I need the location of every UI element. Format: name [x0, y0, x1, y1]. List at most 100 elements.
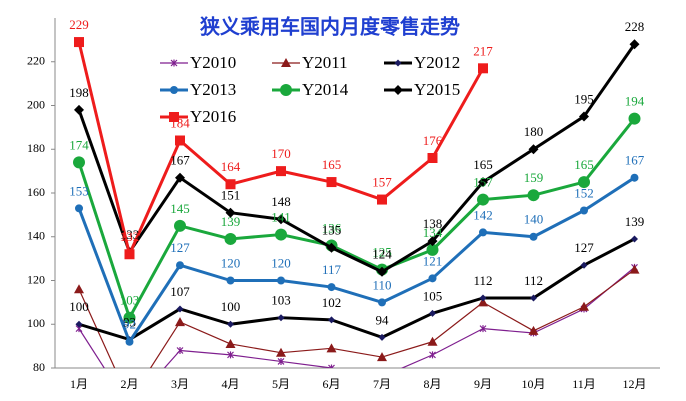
- marker: [580, 261, 588, 269]
- data-label: 176: [423, 133, 443, 148]
- data-label: 145: [170, 201, 190, 216]
- data-label: 139: [625, 214, 645, 229]
- data-label: 153: [69, 183, 89, 198]
- data-label: 229: [69, 17, 89, 32]
- x-tick-label: 9月: [474, 377, 492, 391]
- marker: [428, 274, 437, 283]
- marker: [378, 298, 386, 307]
- marker: [174, 219, 186, 232]
- data-label: 170: [271, 146, 291, 161]
- marker: [276, 347, 286, 357]
- marker: [427, 236, 438, 247]
- data-label: 127: [574, 240, 594, 255]
- data-label: 140: [524, 212, 544, 227]
- marker: [225, 179, 236, 190]
- data-label: 165: [322, 157, 342, 172]
- data-label: 93: [123, 315, 136, 330]
- marker: [176, 305, 184, 313]
- marker: [277, 357, 285, 365]
- series-line: [78, 266, 635, 368]
- x-tick-label: 12月: [622, 377, 646, 391]
- marker: [528, 325, 539, 335]
- data-label: 102: [322, 295, 342, 310]
- marker: [629, 39, 640, 50]
- data-label: 167: [625, 153, 645, 168]
- marker: [530, 294, 537, 302]
- marker: [176, 347, 184, 354]
- marker: [528, 144, 539, 155]
- y-tick-label: 180: [27, 141, 45, 155]
- data-label: 228: [625, 19, 645, 34]
- marker: [176, 261, 184, 270]
- marker: [170, 59, 178, 67]
- data-label: 132: [120, 229, 140, 244]
- data-label: 134: [423, 225, 443, 240]
- data-label: 120: [221, 255, 241, 270]
- marker: [277, 314, 285, 322]
- marker: [478, 177, 488, 188]
- data-label: 194: [625, 94, 645, 109]
- marker: [74, 284, 84, 294]
- x-tick-label: 4月: [221, 377, 239, 391]
- marker: [281, 58, 291, 67]
- data-label: 110: [372, 277, 391, 292]
- data-label: 92: [123, 317, 136, 332]
- legend-label: Y2014: [302, 80, 349, 99]
- marker: [227, 351, 234, 359]
- data-label: 94: [376, 312, 390, 327]
- x-tick-label: 7月: [373, 377, 391, 391]
- data-label: 180: [524, 124, 544, 139]
- marker: [175, 135, 185, 146]
- marker: [529, 232, 538, 241]
- marker: [326, 343, 337, 353]
- marker: [75, 320, 83, 328]
- data-label: 157: [473, 175, 493, 190]
- x-tick-label: 2月: [120, 377, 138, 391]
- legend-label: Y2015: [414, 80, 460, 99]
- data-label: 148: [271, 194, 291, 209]
- marker: [75, 204, 83, 213]
- y-tick-label: 200: [27, 97, 45, 111]
- marker: [527, 189, 540, 202]
- marker: [328, 316, 335, 324]
- marker: [276, 214, 286, 225]
- marker: [326, 177, 337, 188]
- marker: [328, 364, 335, 368]
- y-tick-label: 140: [27, 229, 45, 243]
- data-label: 121: [423, 253, 443, 268]
- marker: [276, 166, 286, 177]
- x-tick-label: 3月: [171, 377, 189, 391]
- marker: [73, 156, 85, 169]
- data-label: 141: [271, 210, 291, 225]
- marker: [578, 176, 590, 189]
- y-tick-label: 80: [33, 360, 45, 374]
- marker: [123, 311, 136, 324]
- marker: [427, 153, 438, 163]
- marker: [175, 172, 185, 183]
- marker: [175, 317, 185, 327]
- marker: [277, 276, 285, 285]
- marker: [377, 266, 387, 277]
- legend-label: Y2013: [190, 80, 236, 99]
- series-line: [77, 43, 636, 274]
- series-line: [78, 269, 635, 368]
- marker: [275, 228, 287, 241]
- marker: [479, 294, 487, 302]
- data-label: 103: [120, 293, 140, 308]
- data-label: 174: [69, 137, 89, 152]
- data-label: 217: [473, 43, 493, 58]
- data-label: 165: [473, 157, 493, 172]
- y-tick-label: 160: [27, 185, 45, 199]
- marker: [429, 309, 436, 317]
- plot-area: [73, 37, 641, 368]
- marker: [426, 243, 439, 256]
- series-line: [77, 176, 636, 344]
- data-label: 159: [524, 170, 544, 185]
- data-label: 142: [473, 207, 493, 222]
- data-label: 138: [423, 216, 443, 231]
- marker: [170, 86, 178, 94]
- marker: [124, 249, 135, 260]
- data-label: 127: [170, 240, 190, 255]
- x-tick-label: 11月: [572, 377, 596, 391]
- data-label: 117: [322, 262, 342, 277]
